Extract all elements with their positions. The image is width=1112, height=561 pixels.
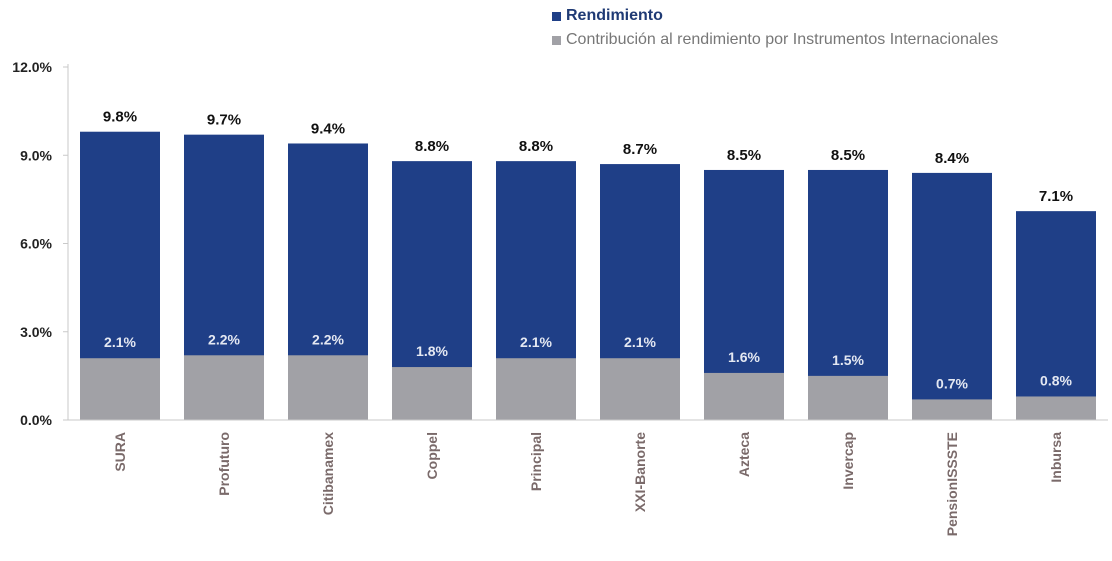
legend-swatch-rendimiento xyxy=(552,11,561,21)
data-label-contribucion: 1.6% xyxy=(728,349,760,365)
legend-item-contribucion: Contribución al rendimiento por Instrume… xyxy=(552,28,998,52)
x-tick-label: Azteca xyxy=(736,432,752,477)
data-label-rendimiento: 7.1% xyxy=(1039,188,1073,205)
legend: Rendimiento Contribución al rendimiento … xyxy=(552,4,998,52)
y-tick-label: 9.0% xyxy=(20,147,52,163)
x-tick-label: XXI-Banorte xyxy=(632,432,648,512)
bars xyxy=(80,131,1096,421)
data-label-rendimiento: 8.8% xyxy=(519,138,553,155)
y-axis: 0.0% 3.0% 6.0% 9.0% 12.0% xyxy=(12,59,69,428)
data-label-contribucion: 2.1% xyxy=(520,334,552,350)
data-label-rendimiento: 8.8% xyxy=(415,138,449,155)
bar-contribucion xyxy=(912,399,992,420)
bar-contribucion xyxy=(704,372,784,420)
x-tick-label: Invercap xyxy=(840,432,856,490)
data-label-rendimiento: 8.5% xyxy=(727,147,761,164)
data-label-rendimiento: 9.8% xyxy=(103,109,137,126)
x-tick-label: Coppel xyxy=(424,432,440,479)
bar-contribucion xyxy=(184,355,264,420)
y-tick-label: 3.0% xyxy=(20,324,52,340)
bar-rendimiento xyxy=(1016,211,1096,420)
bar-contribucion xyxy=(808,375,888,420)
x-tick-label: SURA xyxy=(112,432,128,472)
y-tick-label: 12.0% xyxy=(12,59,52,75)
x-tick-label: PensionISSSTE xyxy=(944,432,960,536)
bar-contribucion xyxy=(80,358,160,420)
data-label-contribucion: 0.8% xyxy=(1040,372,1072,388)
x-tick-label: Profuturo xyxy=(216,432,232,496)
data-label-contribucion: 2.1% xyxy=(624,334,656,350)
x-tick-label: Inbursa xyxy=(1048,432,1064,483)
legend-item-rendimiento: Rendimiento xyxy=(552,4,998,28)
data-label-contribucion: 0.7% xyxy=(936,375,968,391)
data-label-rendimiento: 8.5% xyxy=(831,147,865,164)
data-label-contribucion: 1.8% xyxy=(416,343,448,359)
data-label-contribucion: 1.5% xyxy=(832,352,864,368)
bar-contribucion xyxy=(496,358,576,420)
y-tick-label: 0.0% xyxy=(20,412,52,428)
y-tick-label: 6.0% xyxy=(20,236,52,252)
bar-contribucion xyxy=(288,355,368,420)
x-axis: SURA Profuturo Citibanamex Coppel Principal X… xyxy=(68,419,1108,536)
data-label-contribucion: 2.2% xyxy=(312,331,344,347)
legend-label-rendimiento: Rendimiento xyxy=(566,7,663,24)
data-label-contribucion: 2.2% xyxy=(208,331,240,347)
bar-contribucion xyxy=(600,358,680,420)
bar-rendimiento xyxy=(912,172,992,420)
data-label-contribucion: 2.1% xyxy=(104,334,136,350)
bar-contribucion xyxy=(1016,396,1096,420)
bar-contribucion xyxy=(392,367,472,420)
data-label-rendimiento: 9.4% xyxy=(311,120,345,137)
value-labels: 9.8% 2.1% 9.7% 2.2% 9.4% 2.2% 8.8% 1.8% 8.8% 2.1%… xyxy=(103,109,1073,392)
legend-swatch-contribucion xyxy=(552,35,561,45)
data-label-rendimiento: 8.7% xyxy=(623,141,657,158)
data-label-rendimiento: 8.4% xyxy=(935,150,969,167)
x-tick-label: Principal xyxy=(528,432,544,491)
x-tick-label: Citibanamex xyxy=(320,432,336,515)
legend-label-contribucion: Contribución al rendimiento por Instrume… xyxy=(566,31,999,48)
data-label-rendimiento: 9.7% xyxy=(207,112,241,129)
